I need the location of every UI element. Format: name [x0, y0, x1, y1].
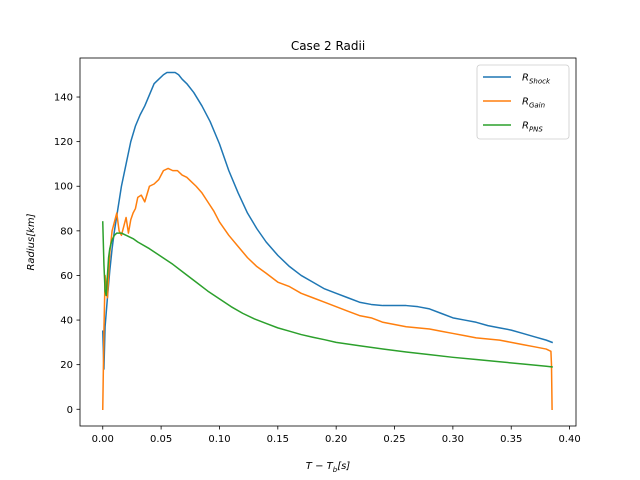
x-tick-label: 0.20 — [325, 434, 347, 445]
x-axis-label-main: T − T — [306, 461, 334, 472]
x-axis-label: T − Tb[s] — [306, 461, 351, 474]
x-tick-label: 0.00 — [92, 434, 114, 445]
x-axis-ticks: 0.00 0.05 0.10 0.15 0.20 0.25 0.30 0.35 0.40 — [92, 426, 581, 445]
x-tick-label: 0.15 — [267, 434, 289, 445]
x-axis-label-tail: [s] — [337, 461, 350, 472]
y-tick-label: 20 — [60, 360, 73, 371]
y-tick-label: 140 — [54, 93, 73, 104]
x-tick-label: 0.25 — [383, 434, 405, 445]
y-tick-label: 40 — [60, 316, 73, 327]
axes-frame — [79, 57, 577, 427]
y-tick-label: 0 — [67, 405, 73, 416]
y-tick-label: 120 — [54, 137, 73, 148]
legend-box — [476, 64, 570, 140]
plot-area — [101, 71, 554, 411]
x-axis-label-sub: b — [333, 466, 338, 474]
y-tick-label: 100 — [54, 182, 73, 193]
x-tick-label: 0.30 — [442, 434, 464, 445]
x-tick-label: 0.05 — [150, 434, 172, 445]
series-line-shock — [101, 71, 554, 370]
legend-label-shock: RShock — [522, 73, 551, 86]
x-tick-label: 0.40 — [558, 434, 580, 445]
y-tick-label: 80 — [60, 226, 73, 237]
chart-title: Case 2 Radii — [291, 39, 365, 53]
x-tick-label: 0.10 — [208, 434, 230, 445]
x-tick-label: 0.35 — [500, 434, 522, 445]
legend-label-gain: RGain — [522, 97, 545, 110]
y-tick-label: 60 — [60, 271, 73, 282]
legend-label-pns: RPNS — [522, 121, 543, 134]
series-line-pns — [101, 221, 553, 368]
y-axis-ticks: 0 20 40 60 80 100 120 140 — [54, 93, 80, 416]
y-axis-label: Radius[km] — [26, 213, 37, 270]
legend: RShock RGain RPNS — [476, 64, 570, 140]
series-line-gain — [101, 167, 553, 411]
